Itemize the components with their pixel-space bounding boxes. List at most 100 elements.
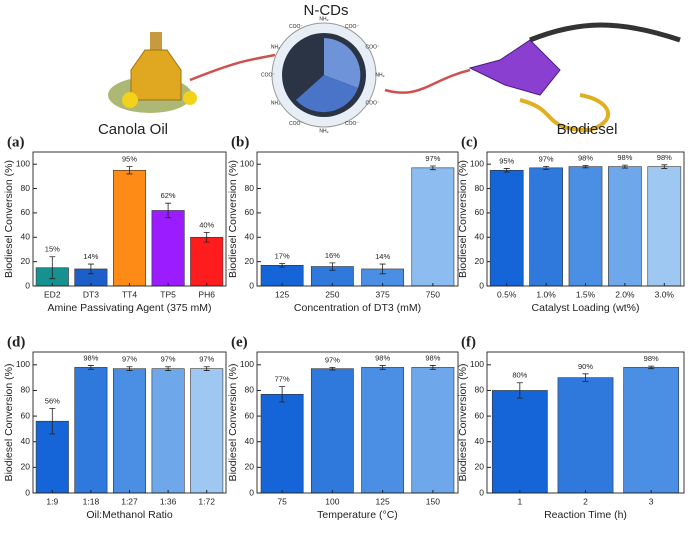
y-tick-label: 100 [16, 158, 30, 168]
y-axis-label: Biodiesel Conversion (%) [227, 364, 239, 482]
error-bar [379, 365, 386, 370]
y-tick-label: 80 [475, 385, 485, 395]
panel-label: (b) [231, 134, 249, 150]
y-tick-label: 40 [21, 232, 31, 242]
value-label: 98% [617, 153, 632, 162]
y-tick-label: 20 [245, 462, 255, 472]
panel-label: (e) [231, 334, 248, 350]
illustration-label: Canola Oil [98, 121, 168, 138]
value-label: 98% [83, 353, 98, 362]
value-label: 98% [578, 153, 593, 162]
y-tick-label: 0 [25, 280, 30, 290]
value-label: 97% [122, 355, 137, 364]
bar [112, 368, 147, 494]
particle-label: COO⁻ [365, 44, 379, 50]
panel-label: (a) [7, 134, 25, 150]
bar [361, 367, 405, 494]
x-tick-label: 2.0% [615, 289, 635, 299]
value-label: 17% [275, 251, 290, 260]
y-tick-label: 80 [245, 385, 255, 395]
bar [623, 367, 680, 494]
particle-label: NH₂ [319, 16, 328, 22]
x-tick-label: ED2 [44, 289, 61, 299]
x-tick-label: 1.0% [536, 289, 556, 299]
x-tick-label: 125 [275, 289, 289, 299]
panel-label: (d) [7, 334, 25, 350]
error-bar [661, 164, 668, 169]
x-tick-label: 1:9 [46, 496, 58, 506]
y-tick-label: 60 [21, 207, 31, 217]
y-tick-label: 60 [245, 207, 255, 217]
x-tick-label: 1.5% [576, 289, 596, 299]
x-axis-label: Temperature (°C) [317, 509, 398, 521]
value-label: 97% [199, 355, 214, 364]
x-tick-label: 375 [376, 289, 390, 299]
value-label: 98% [657, 153, 672, 162]
y-axis-label: Biodiesel Conversion (%) [227, 160, 239, 278]
error-bar [126, 166, 133, 175]
particle-label: NH₂ [271, 44, 280, 50]
error-bar [279, 263, 286, 268]
error-bar [379, 263, 386, 275]
x-axis-label: Concentration of DT3 (mM) [294, 302, 421, 314]
value-label: 95% [499, 156, 514, 165]
error-bar [203, 232, 210, 243]
x-tick-label: 2 [583, 496, 588, 506]
bar [568, 166, 603, 287]
error-bar [87, 365, 94, 370]
bar [74, 367, 108, 494]
illustration-label: Biodiesel [557, 121, 618, 138]
y-tick-label: 40 [21, 436, 31, 446]
x-tick-label: 150 [426, 496, 440, 506]
plot-frame [256, 151, 459, 287]
oil-bottle [108, 32, 197, 113]
y-axis-label: Biodiesel Conversion (%) [457, 160, 469, 278]
value-label: 98% [644, 354, 659, 363]
x-tick-label: 1:72 [198, 496, 215, 506]
error-bar [543, 165, 550, 170]
y-tick-label: 40 [475, 232, 485, 242]
x-tick-label: 750 [426, 289, 440, 299]
bar [491, 390, 548, 494]
y-tick-label: 20 [21, 462, 31, 472]
value-label: 77% [275, 375, 290, 384]
error-bar [503, 168, 510, 173]
y-tick-label: 0 [249, 280, 254, 290]
error-bar [429, 165, 436, 171]
particle-label: COO⁻ [345, 121, 359, 127]
value-label: 97% [539, 154, 554, 163]
y-tick-label: 60 [475, 207, 485, 217]
panel-label: (f) [461, 334, 476, 350]
illustration-label: N-CDs [304, 2, 349, 19]
plot-frame [256, 351, 459, 494]
particle-label: COO⁻ [289, 24, 303, 30]
x-tick-label: 125 [376, 496, 390, 506]
plot-frame [32, 151, 227, 287]
y-axis-label: Biodiesel Conversion (%) [457, 364, 469, 482]
x-tick-label: 1 [517, 496, 522, 506]
value-label: 15% [45, 245, 60, 254]
particle-label: NH₂ [271, 100, 280, 106]
x-axis-label: Oil:Methanol Ratio [86, 509, 173, 521]
y-tick-label: 40 [245, 436, 255, 446]
error-bar [329, 366, 336, 371]
y-tick-label: 80 [245, 183, 255, 193]
x-tick-label: 3.0% [655, 289, 675, 299]
particle-label: NH₂ [319, 128, 328, 134]
n-cd-particle [271, 22, 377, 128]
fuel-nozzle [468, 22, 681, 133]
connector [189, 53, 276, 82]
y-axis-label: Biodiesel Conversion (%) [3, 160, 15, 278]
x-tick-label: 1:36 [160, 496, 177, 506]
value-label: 97% [425, 154, 440, 163]
y-tick-label: 60 [21, 410, 31, 420]
bar [260, 264, 304, 287]
y-tick-label: 60 [245, 410, 255, 420]
y-tick-label: 100 [470, 359, 484, 369]
value-label: 98% [425, 353, 440, 362]
error-bar [279, 386, 286, 403]
bar [411, 367, 455, 494]
error-bar [165, 366, 172, 371]
error-bar [648, 365, 655, 370]
bar [151, 368, 185, 494]
